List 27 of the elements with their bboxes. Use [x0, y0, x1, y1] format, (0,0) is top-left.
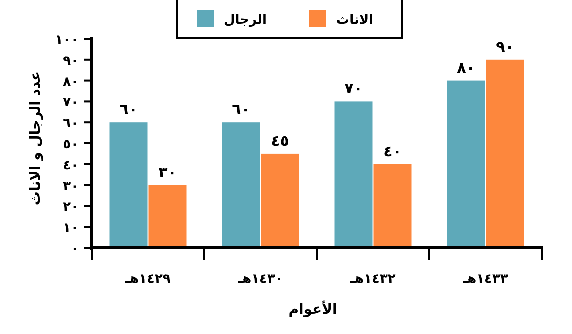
y-tick-label: ١٠ [63, 221, 79, 236]
x-tick-label: ١٤٢٩هـ [124, 272, 171, 287]
y-tick-label: ٠ [71, 242, 79, 257]
data-label: ٤٠ [384, 142, 402, 160]
data-label: ٨٠ [457, 58, 476, 77]
data-label: ٤٥ [271, 132, 290, 150]
legend-label: الرجال [224, 13, 267, 28]
y-axis-title: عدد الرجال و الاناث [28, 71, 44, 206]
y-tick-label: ٧٠ [63, 96, 79, 111]
data-label: ٦٠ [120, 100, 138, 119]
data-label: ٣٠ [158, 163, 177, 182]
y-tick-label: ٩٠ [63, 54, 79, 69]
y-tick-label: ٢٠ [63, 200, 79, 216]
data-label: ٩٠ [496, 38, 514, 56]
x-tick-label: ١٤٣٠هـ [237, 272, 284, 287]
y-tick-label: ٣٠ [63, 179, 79, 194]
data-label: ٦٠ [232, 100, 250, 119]
y-tick-label: ١٠٠ [55, 33, 79, 48]
legend-label: الاناث [336, 13, 374, 28]
y-tick-label: ٥٠ [63, 138, 79, 152]
x-axis-title: الأعوام [288, 300, 338, 318]
y-tick-label: ٦٠ [63, 116, 79, 132]
data-label: ٧٠ [344, 80, 363, 98]
x-tick-label: ١٤٣٣هـ [462, 272, 508, 287]
y-tick-label: ٤٠ [63, 158, 79, 174]
y-tick-label: ٨٠ [63, 74, 79, 90]
x-tick-label: ١٤٣٢هـ [350, 272, 396, 287]
